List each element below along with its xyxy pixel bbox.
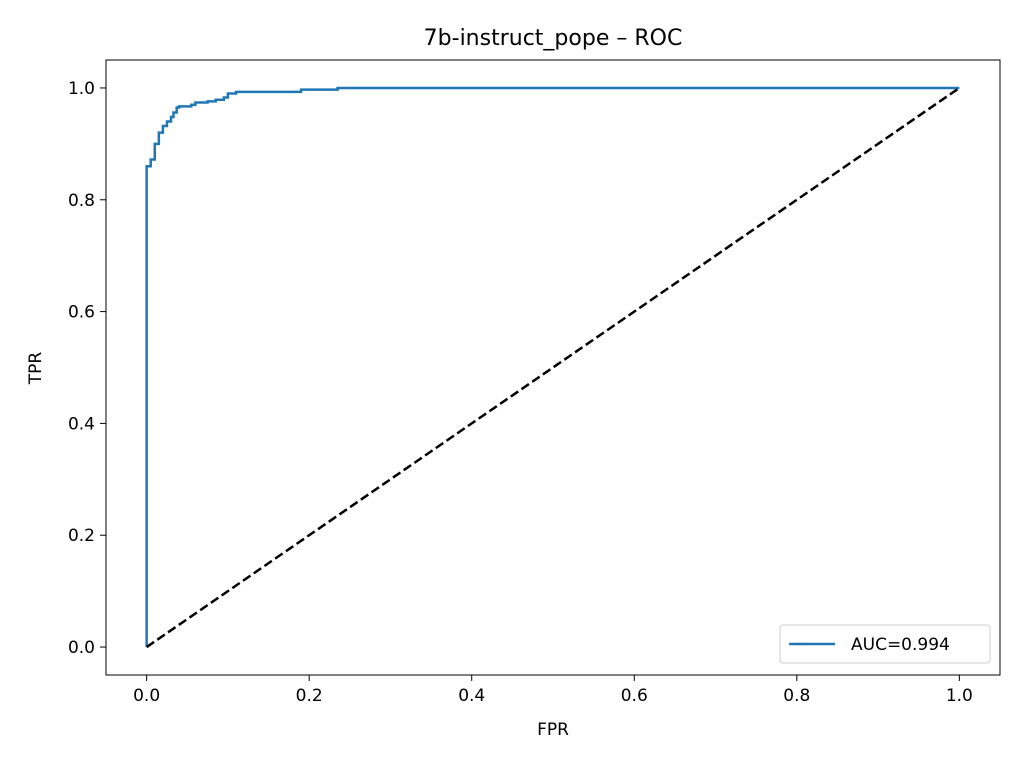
roc-curve-line	[145, 86, 960, 648]
y-tick-label: 1.0	[68, 79, 95, 99]
x-tick-label: 0.0	[133, 686, 160, 706]
y-tick-label: 0.2	[68, 526, 95, 546]
axes-frame	[105, 59, 1001, 676]
y-tick-label: 0.4	[68, 414, 95, 434]
x-tick-label: 0.4	[458, 686, 485, 706]
y-tick-label: 0.0	[68, 638, 95, 658]
chart-title: 7b-instruct_pope – ROC	[424, 26, 683, 51]
plot-layer	[145, 86, 961, 649]
x-tick-label: 0.2	[296, 686, 323, 706]
y-tick-label: 0.6	[68, 303, 95, 323]
x-tick-label: 0.8	[783, 686, 810, 706]
legend-label-auc: AUC=0.994	[851, 635, 950, 655]
y-tick-label: 0.8	[68, 191, 95, 211]
y-axis-label: TPR	[26, 352, 46, 386]
legend: AUC=0.994	[779, 624, 991, 664]
x-tick-label: 0.6	[621, 686, 648, 706]
y-axis-ticks: 0.0 0.2 0.4 0.6 0.8 1.0	[68, 79, 106, 658]
x-axis-label: FPR	[537, 720, 569, 740]
x-tick-label: 1.0	[946, 686, 973, 706]
legend-box	[779, 624, 991, 664]
x-axis-ticks: 0.0 0.2 0.4 0.6 0.8 1.0	[133, 675, 973, 706]
diagonal-reference-line	[145, 86, 961, 649]
